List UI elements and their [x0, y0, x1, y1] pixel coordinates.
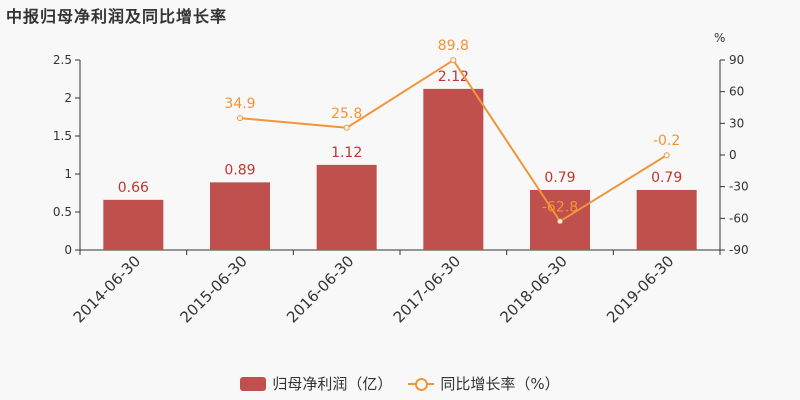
y-right-tick-label: -60: [729, 211, 749, 225]
legend: 归母净利润（亿） 同比增长率（%）: [0, 373, 800, 394]
line-value-label: -0.2: [653, 133, 680, 149]
bar[interactable]: [636, 189, 697, 250]
legend-line-label: 同比增长率（%）: [440, 375, 560, 393]
bar-value-label: 1.12: [331, 145, 362, 161]
y-right-tick-label: 90: [729, 53, 744, 67]
line-point[interactable]: [343, 124, 350, 131]
y-right-unit: %: [714, 31, 725, 45]
y-left-tick-label: 0: [64, 243, 72, 257]
bar-value-label: 0.66: [118, 180, 149, 196]
chart-title: 中报归母净利润及同比增长率: [6, 7, 228, 26]
line-value-label: -62.8: [542, 199, 578, 215]
bar-value-label: 0.79: [544, 170, 575, 186]
x-tick-label: 2017-06-30: [390, 252, 464, 326]
y-right-tick-label: -30: [729, 180, 749, 194]
y-left-tick-label: 1.5: [53, 129, 72, 143]
y-right-tick-label: 0: [729, 148, 737, 162]
y-left-tick-label: 1: [64, 167, 72, 181]
x-tick-label: 2018-06-30: [496, 252, 570, 326]
y-right-tick-label: -90: [729, 243, 749, 257]
legend-line-swatch: [408, 377, 435, 391]
bar-value-label: 0.79: [651, 170, 682, 186]
line-value-label: 34.9: [224, 96, 255, 112]
x-tick-label: 2016-06-30: [283, 252, 357, 326]
line-value-label: 89.8: [438, 38, 469, 54]
legend-bar-swatch: [240, 376, 267, 391]
y-left-tick-label: 2.5: [53, 53, 72, 67]
line-point[interactable]: [237, 115, 243, 122]
legend-bar-label: 归母净利润（亿）: [272, 375, 393, 393]
bar[interactable]: [210, 182, 270, 250]
x-tick-label: 2014-06-30: [70, 252, 144, 326]
y-right-tick-label: 60: [729, 85, 744, 99]
line-point[interactable]: [663, 152, 670, 159]
y-left-tick-label: 2: [64, 91, 72, 105]
line-point[interactable]: [557, 218, 563, 225]
bar[interactable]: [423, 88, 484, 250]
legend-item-bar[interactable]: 归母净利润（亿）: [240, 373, 392, 394]
line-value-label: 25.8: [331, 106, 362, 122]
x-tick-label: 2019-06-30: [603, 252, 677, 326]
legend-item-line[interactable]: 同比增长率（%）: [408, 373, 560, 394]
y-right-tick-label: 30: [729, 116, 744, 130]
bar[interactable]: [103, 199, 164, 250]
bar[interactable]: [316, 164, 377, 250]
line-point[interactable]: [450, 57, 457, 64]
y-left-tick-label: 0.5: [53, 205, 72, 219]
x-tick-label: 2015-06-30: [176, 252, 250, 326]
bar-value-label: 0.89: [224, 162, 255, 178]
